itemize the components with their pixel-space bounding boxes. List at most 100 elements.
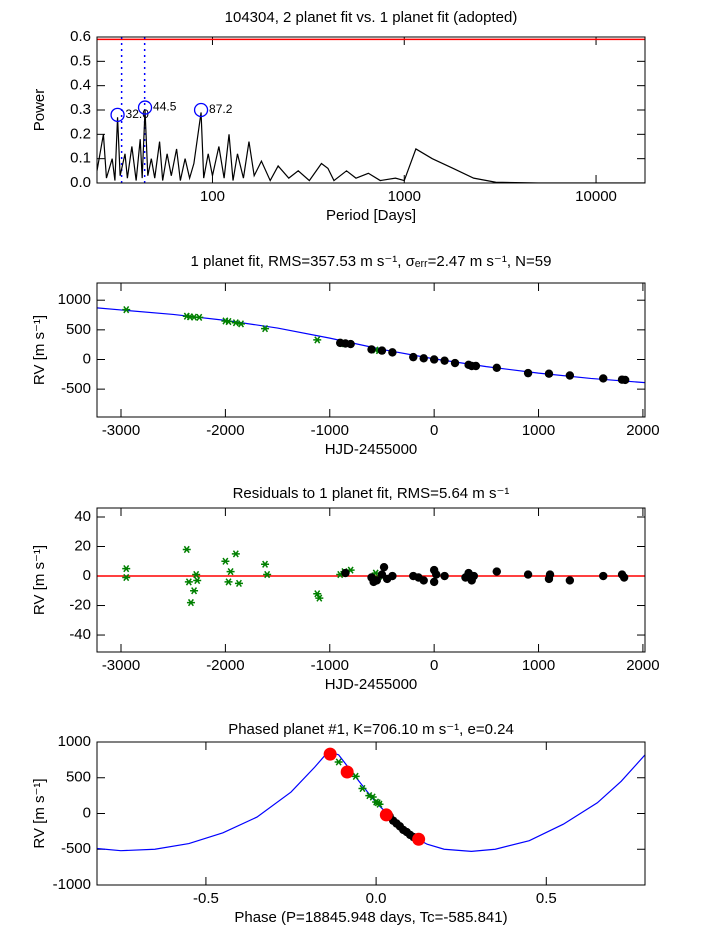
star-point (193, 576, 202, 585)
x-tick-label: 0.5 (536, 890, 557, 907)
star-point (231, 550, 240, 558)
x-tick-label: -0.5 (193, 890, 219, 907)
star-point (224, 317, 233, 326)
line (97, 750, 645, 852)
peak-marker (193, 102, 209, 118)
y-tick-label: 0.4 (70, 77, 91, 94)
star-point (221, 557, 230, 565)
y-tick-label: 1000 (58, 291, 91, 308)
point (409, 352, 418, 362)
point (432, 570, 441, 579)
y-tick-label: 500 (66, 321, 91, 338)
point (492, 567, 501, 576)
large-point (412, 832, 426, 846)
y-axis-label: RV [m s⁻¹] (31, 315, 48, 385)
star-point (313, 336, 322, 344)
panel-title: Residuals to 1 planet fit, RMS=5.64 m s⁻… (233, 485, 510, 502)
point (599, 571, 608, 581)
point (440, 356, 449, 365)
plot-frame (96, 741, 646, 886)
panel-title: 1 planet fit, RMS=357.53 m s⁻¹, σₑᵣᵣ=2.4… (191, 253, 552, 270)
point (469, 571, 479, 581)
panel: Residuals to 1 planet fit, RMS=5.64 m s⁻… (31, 485, 660, 693)
star-point (190, 587, 199, 595)
star-point (313, 590, 322, 598)
plot-frame (96, 507, 646, 653)
panel: 1 planet fit, RMS=357.53 m s⁻¹, σₑᵣᵣ=2.4… (31, 253, 660, 458)
point (599, 374, 608, 383)
star-point (182, 545, 191, 554)
point (450, 358, 460, 368)
x-tick-label: -3000 (102, 657, 140, 674)
panel-title: 104304, 2 planet fit vs. 1 planet fit (a… (225, 9, 518, 26)
y-tick-label: -20 (69, 596, 91, 613)
star-point (192, 570, 201, 579)
star-point (334, 758, 343, 766)
x-axis-label: Period [Days] (326, 207, 416, 224)
panel: Phased planet #1, K=706.10 m s⁻¹, e=0.24… (31, 721, 646, 926)
star-point (237, 320, 246, 328)
plot-area (97, 545, 645, 607)
plot-area (97, 306, 645, 385)
point (429, 577, 439, 587)
x-tick-label: -2000 (206, 422, 244, 439)
x-tick-label: 2000 (626, 657, 659, 674)
large-point (340, 765, 354, 779)
plot-frame (96, 36, 646, 184)
star-point (122, 564, 131, 573)
y-tick-label: 0.0 (70, 174, 91, 191)
y-tick-label: -500 (61, 840, 91, 857)
star-point (195, 313, 204, 322)
star-point (261, 560, 270, 568)
point (492, 363, 501, 372)
x-axis-label: HJD-2455000 (325, 441, 418, 458)
y-tick-label: 40 (74, 508, 91, 525)
panel: 104304, 2 planet fit vs. 1 planet fit (a… (31, 9, 646, 224)
star-point (315, 594, 324, 602)
star-point (351, 772, 360, 780)
x-tick-label: 0.0 (366, 890, 387, 907)
plot-area (97, 37, 645, 183)
y-axis-label: Power (31, 89, 48, 132)
star-point (122, 573, 131, 582)
point (377, 346, 387, 355)
x-tick-label: -2000 (206, 657, 244, 674)
x-axis-label: HJD-2455000 (325, 676, 418, 693)
peak-marker (110, 107, 125, 123)
peak-label: 87.2 (209, 102, 233, 116)
point (367, 345, 376, 354)
y-axis-label: RV [m s⁻¹] (31, 545, 48, 615)
star-point (375, 800, 384, 808)
point (523, 368, 533, 378)
point (619, 573, 629, 582)
y-tick-label: 0 (83, 804, 91, 821)
y-tick-label: 0 (83, 567, 91, 584)
peak-label: 32.0 (126, 107, 150, 121)
x-tick-label: 2000 (626, 422, 659, 439)
point (388, 348, 397, 357)
plot-area (97, 747, 645, 852)
point (372, 576, 381, 585)
y-tick-label: 0.1 (70, 150, 91, 167)
point (429, 355, 439, 364)
point (544, 369, 554, 378)
plot-frame (96, 282, 646, 418)
panel-title: Phased planet #1, K=706.10 m s⁻¹, e=0.24 (228, 721, 514, 738)
y-tick-label: 1000 (58, 733, 91, 750)
y-tick-label: -40 (69, 626, 91, 643)
peak-label: 44.5 (153, 100, 177, 114)
star-point (234, 579, 243, 588)
x-tick-label: 1000 (522, 422, 555, 439)
x-axis-label: Phase (P=18845.948 days, Tc=-585.841) (234, 909, 507, 926)
star-point (122, 306, 131, 314)
line (97, 109, 645, 183)
star-point (231, 319, 240, 327)
y-tick-label: -500 (61, 380, 91, 397)
y-tick-label: -1000 (53, 876, 91, 893)
point (565, 576, 575, 585)
y-tick-label: 0 (83, 350, 91, 367)
peak-marker (137, 100, 153, 115)
y-tick-label: 0.5 (70, 52, 91, 69)
x-tick-label: -1000 (311, 422, 349, 439)
